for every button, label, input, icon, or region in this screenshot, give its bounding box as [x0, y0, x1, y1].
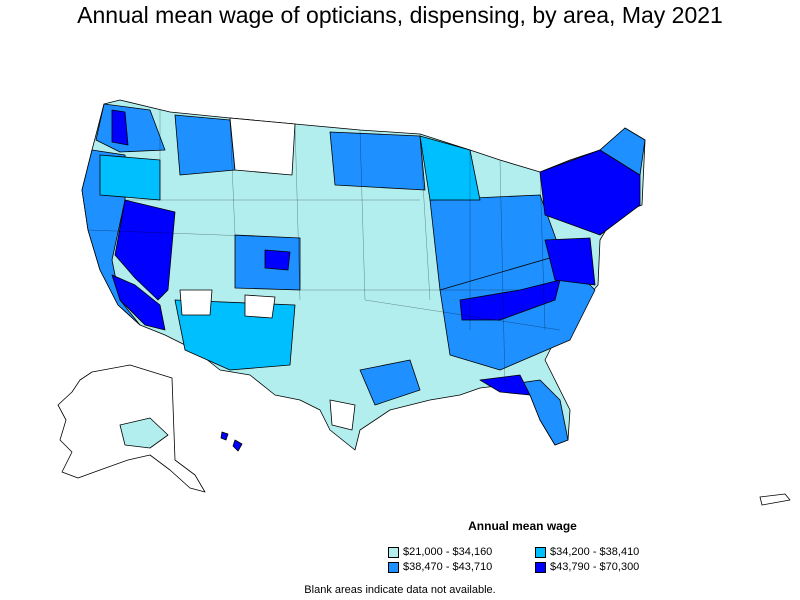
legend-item: $34,200 - $38,410	[535, 546, 639, 558]
region-idaho-montana	[174, 114, 236, 176]
legend-item: $43,790 - $70,300	[535, 561, 639, 573]
region-nevada	[114, 199, 176, 301]
region-new-england	[599, 127, 646, 176]
no-data-area	[179, 289, 213, 316]
region-virginia	[544, 237, 596, 286]
region-colorado-metro	[264, 249, 291, 271]
region-alaska-south	[119, 417, 169, 449]
state-boundaries	[87, 110, 561, 386]
no-data-area	[244, 294, 276, 319]
legend-swatch	[388, 546, 399, 558]
legend-swatch	[535, 561, 546, 573]
legend-item: $38,470 - $43,710	[388, 561, 492, 573]
region-north-central	[329, 131, 426, 191]
legend-swatch	[535, 546, 546, 558]
region-california-south	[111, 274, 166, 331]
legend-item: $21,000 - $34,160	[388, 546, 492, 558]
region-hawaii	[220, 431, 229, 441]
no-data-area	[229, 117, 296, 176]
region-oregon	[99, 154, 161, 201]
region-puerto-rico	[759, 493, 791, 506]
region-washington-metro	[111, 109, 129, 146]
footnote: Blank areas indicate data not available.	[304, 584, 496, 596]
legend-label: $21,000 - $34,160	[403, 546, 493, 558]
region-texas-east	[359, 359, 421, 406]
region-florida	[504, 379, 569, 446]
legend-title: Annual mean wage	[468, 519, 577, 533]
legend-label: $38,470 - $43,710	[403, 561, 493, 573]
legend-label: $43,790 - $70,300	[550, 561, 640, 573]
region-great-lakes	[419, 135, 481, 201]
legend-label: $34,200 - $38,410	[550, 546, 640, 558]
no-data-area	[329, 399, 356, 431]
legend-swatch	[388, 561, 399, 573]
map-title: Annual mean wage of opticians, dispensin…	[77, 2, 723, 28]
region-hawaii	[232, 439, 243, 452]
